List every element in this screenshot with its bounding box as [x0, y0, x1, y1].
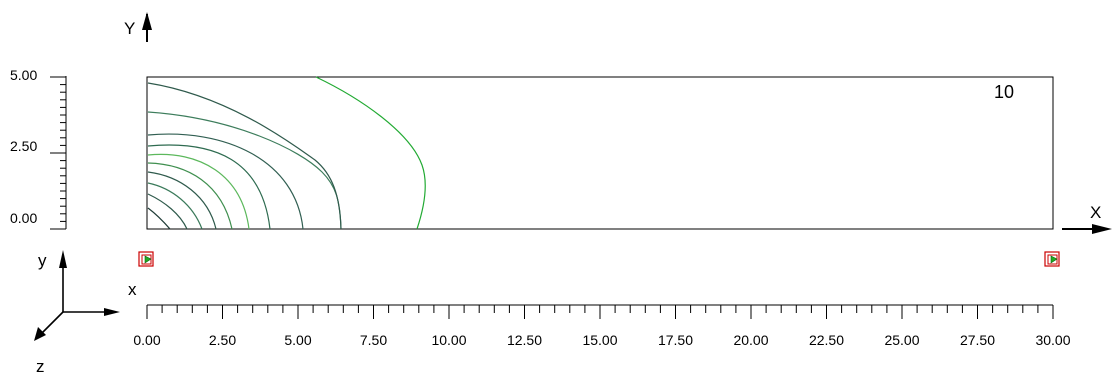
support-marker-right — [1044, 251, 1060, 267]
contour-line — [147, 144, 271, 230]
x-tick-label: 25.00 — [884, 332, 919, 348]
y-tick-labels: 5.00 2.50 0.00 — [10, 67, 37, 226]
x-tick-label: 5.00 — [284, 332, 311, 348]
x-tick-label: 20.00 — [733, 332, 768, 348]
x-tick-label: 10.00 — [431, 332, 466, 348]
x-tick-label: 7.50 — [360, 332, 387, 348]
contour-line — [147, 153, 250, 230]
x-axis-arrow: X — [1062, 203, 1112, 234]
y-tick-label-2-5: 2.50 — [10, 138, 37, 154]
support-marker-left — [138, 251, 154, 267]
x-tick-label: 22.50 — [809, 332, 844, 348]
x-tick-label: 2.50 — [209, 332, 236, 348]
y-axis-arrow: Y — [124, 12, 152, 42]
x-tick-label: 15.00 — [582, 332, 617, 348]
contour-line — [147, 162, 233, 230]
x-tick-label: 0.00 — [133, 332, 160, 348]
x-tick-label: 30.00 — [1035, 332, 1070, 348]
x-axis-letter: X — [1090, 203, 1101, 222]
x-tick-label: 12.50 — [507, 332, 542, 348]
triad-y-label: y — [38, 251, 47, 270]
y-tick-label-5: 5.00 — [10, 67, 37, 83]
y-ruler — [50, 76, 67, 230]
contour-line — [315, 76, 426, 230]
contour-lines-left — [147, 76, 426, 230]
y-tick-label-0: 0.00 — [10, 210, 37, 226]
contour-label: 10 — [994, 82, 1014, 102]
contour-line — [147, 182, 203, 230]
triad-x-label: x — [128, 280, 137, 299]
contour-line — [147, 133, 304, 230]
domain-boundary — [146, 76, 1054, 230]
x-tick-label: 27.50 — [960, 332, 995, 348]
contour-line — [147, 171, 217, 230]
x-tick-labels: 0.00 2.50 5.00 7.50 10.00 12.50 15.00 17.50 20.0… — [133, 332, 1070, 348]
x-tick-label: 17.50 — [658, 332, 693, 348]
triad-z-label: z — [36, 357, 45, 374]
x-ruler — [146, 304, 1054, 319]
contour-line — [147, 207, 171, 230]
contour-line — [147, 193, 188, 230]
contour-line — [147, 82, 342, 230]
y-axis-letter: Y — [124, 19, 135, 38]
coordinate-triad: y x z — [34, 250, 137, 374]
